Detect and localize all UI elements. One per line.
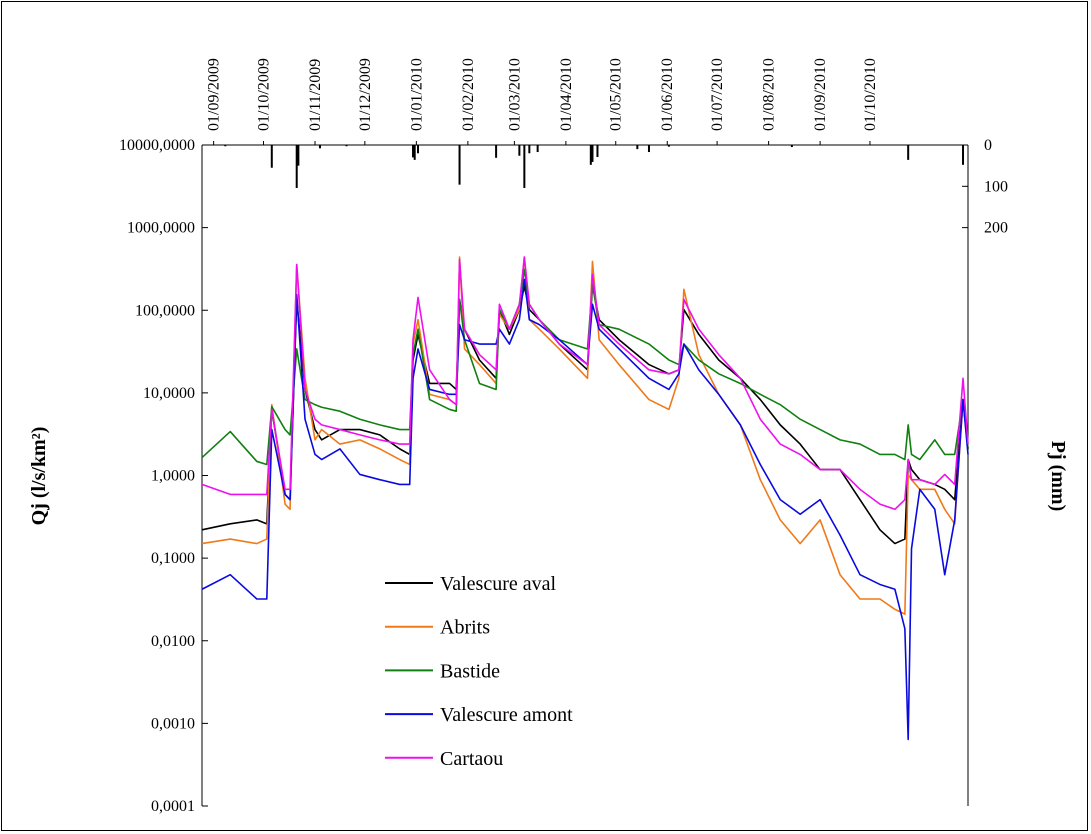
precipitation-bar xyxy=(536,145,539,153)
precipitation-bar xyxy=(270,145,273,168)
legend-label: Cartaou xyxy=(440,748,503,770)
precipitation-bar xyxy=(589,145,592,165)
x-tick-label: 01/10/2009 xyxy=(255,58,272,131)
precipitation-bar xyxy=(591,145,594,162)
y-tick-label: 10000,0000 xyxy=(119,137,195,154)
y-axis-label: Qj (l/s/km²) xyxy=(28,427,50,526)
x-tick-label: 01/11/2009 xyxy=(307,59,324,131)
series-line xyxy=(201,256,969,511)
x-tick-label: 01/10/2010 xyxy=(862,58,879,131)
x-tick-label: 01/09/2009 xyxy=(206,58,223,131)
y2-tick-label: 100 xyxy=(984,178,1008,195)
x-tick-label: 01/08/2010 xyxy=(761,58,778,131)
precipitation-bar xyxy=(413,145,416,160)
precipitation-bar xyxy=(224,145,227,147)
y-tick-label: 1000,0000 xyxy=(127,220,195,237)
y2-axis-label: Pj (mm) xyxy=(1047,441,1069,512)
precipitation-bar xyxy=(458,145,461,185)
legend-label: Bastide xyxy=(440,660,500,682)
y2-tick-label: 0 xyxy=(984,137,992,154)
precipitation-bar xyxy=(790,145,793,148)
precipitation-bar xyxy=(667,145,670,147)
precipitation-bar xyxy=(318,145,321,149)
precipitation-bar xyxy=(412,145,415,158)
x-tick-label: 01/02/2010 xyxy=(460,58,477,131)
series-line xyxy=(201,283,969,545)
series-line xyxy=(201,278,969,741)
precipitation-bar xyxy=(523,145,526,188)
x-tick-label: 01/12/2009 xyxy=(357,58,374,131)
y-tick-label: 0,1000 xyxy=(151,550,195,567)
precipitation-bar xyxy=(962,145,965,165)
precipitation-bar xyxy=(596,145,599,157)
y-tick-label: 1,0000 xyxy=(151,468,195,485)
precipitation-bar xyxy=(528,145,531,154)
x-tick-label: 01/03/2010 xyxy=(506,58,523,131)
precipitation-bar xyxy=(345,145,348,147)
x-tick-label: 01/04/2010 xyxy=(558,58,575,131)
precipitation-bar xyxy=(297,145,300,166)
x-tick-label: 01/06/2010 xyxy=(659,58,676,131)
precipitation-bar xyxy=(647,145,650,153)
precipitation-bar xyxy=(295,145,298,188)
x-tick-label: 01/05/2010 xyxy=(608,58,625,131)
precipitation-bar xyxy=(636,145,639,150)
x-tick-label: 01/09/2010 xyxy=(812,58,829,131)
y-tick-label: 10,0000 xyxy=(143,385,195,402)
x-tick-label: 01/07/2010 xyxy=(709,58,726,131)
precipitation-bar xyxy=(907,145,910,160)
precipitation-bar xyxy=(417,145,420,154)
y-tick-label: 0,0100 xyxy=(151,633,195,650)
y2-tick-label: 200 xyxy=(984,220,1008,237)
x-tick-label: 01/01/2010 xyxy=(408,58,425,131)
legend-label: Valescure amont xyxy=(440,704,573,726)
y-tick-label: 0,0010 xyxy=(151,715,195,732)
legend-label: Valescure aval xyxy=(440,573,556,595)
legend-label: Abrits xyxy=(440,617,490,639)
y-tick-label: 0,0001 xyxy=(151,798,195,815)
precipitation-bar xyxy=(518,145,521,156)
series-line xyxy=(201,256,969,615)
y-tick-label: 100,0000 xyxy=(135,302,195,319)
precipitation-bar xyxy=(495,145,498,158)
